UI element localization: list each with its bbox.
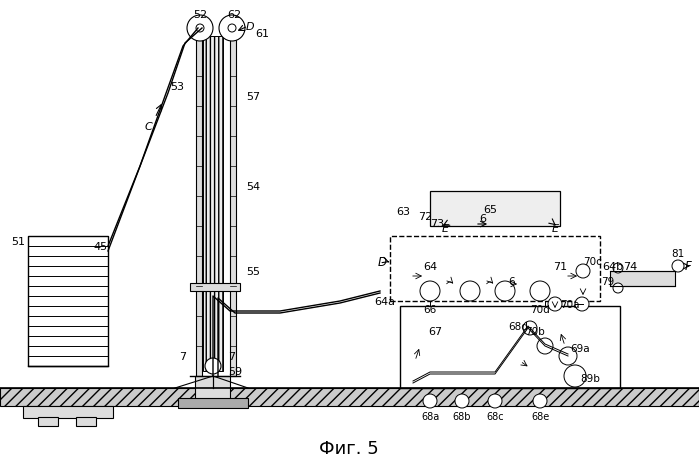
Text: 51: 51 <box>11 237 25 247</box>
Text: 74: 74 <box>623 261 637 271</box>
Text: 79: 79 <box>601 277 614 287</box>
Text: 59: 59 <box>228 366 242 376</box>
Circle shape <box>495 281 515 301</box>
Circle shape <box>537 338 553 354</box>
Circle shape <box>187 16 213 42</box>
Bar <box>38 417 58 426</box>
Bar <box>76 417 96 426</box>
Text: E: E <box>552 224 559 234</box>
Text: 68d: 68d <box>508 321 528 331</box>
Circle shape <box>460 281 480 301</box>
Text: 89b: 89b <box>580 373 600 383</box>
Text: 71: 71 <box>553 261 567 271</box>
Circle shape <box>613 263 623 273</box>
Text: 53: 53 <box>170 82 184 92</box>
Bar <box>203 37 223 371</box>
Text: E: E <box>442 224 449 234</box>
Circle shape <box>420 281 440 301</box>
Text: 57: 57 <box>246 92 260 102</box>
Circle shape <box>564 365 586 387</box>
Text: 45: 45 <box>93 241 107 251</box>
Text: 70b: 70b <box>525 327 545 336</box>
Circle shape <box>548 298 562 311</box>
Circle shape <box>672 260 684 272</box>
Circle shape <box>575 298 589 311</box>
Text: 61: 61 <box>255 29 269 39</box>
Text: 55: 55 <box>246 267 260 277</box>
Text: 6: 6 <box>480 214 487 224</box>
Text: Фиг. 5: Фиг. 5 <box>319 439 379 457</box>
Circle shape <box>488 394 502 408</box>
Bar <box>195 376 230 406</box>
Text: 6: 6 <box>509 277 515 287</box>
Text: 68c: 68c <box>487 411 504 421</box>
Bar <box>400 307 620 388</box>
Text: 66: 66 <box>424 304 437 314</box>
Text: 52: 52 <box>193 10 207 20</box>
Circle shape <box>423 394 437 408</box>
Text: 7: 7 <box>180 351 187 361</box>
Text: D: D <box>245 22 254 32</box>
Text: 67: 67 <box>428 327 442 336</box>
Bar <box>430 192 560 227</box>
Bar <box>230 37 236 376</box>
Text: 62: 62 <box>227 10 241 20</box>
Text: 73: 73 <box>430 218 444 228</box>
Bar <box>196 37 202 376</box>
Text: 72: 72 <box>418 211 432 221</box>
Text: 70a: 70a <box>561 299 579 309</box>
Bar <box>190 283 240 291</box>
Text: 63: 63 <box>396 207 410 217</box>
Bar <box>28 237 108 366</box>
Bar <box>23 406 113 418</box>
Text: 68e: 68e <box>531 411 549 421</box>
Text: 70c: 70c <box>584 257 603 267</box>
Text: 68a: 68a <box>421 411 439 421</box>
Text: 7: 7 <box>229 351 236 361</box>
Bar <box>390 237 600 301</box>
Text: F: F <box>685 260 692 273</box>
Text: 81: 81 <box>671 248 684 258</box>
Circle shape <box>530 281 550 301</box>
Text: 69a: 69a <box>570 343 590 353</box>
Circle shape <box>523 321 537 335</box>
Circle shape <box>228 25 236 33</box>
Circle shape <box>559 347 577 365</box>
Circle shape <box>219 16 245 42</box>
Text: 64: 64 <box>423 261 437 271</box>
Text: D: D <box>377 255 387 268</box>
Text: C: C <box>144 122 152 132</box>
Circle shape <box>576 265 590 278</box>
Text: 70d: 70d <box>530 304 550 314</box>
Circle shape <box>533 394 547 408</box>
Circle shape <box>455 394 469 408</box>
Text: 64b: 64b <box>602 261 623 271</box>
Circle shape <box>205 358 221 374</box>
Text: 68b: 68b <box>453 411 471 421</box>
Text: 65: 65 <box>483 205 497 215</box>
Text: 64a: 64a <box>375 297 396 307</box>
Bar <box>178 398 248 408</box>
Text: 54: 54 <box>246 182 260 192</box>
Circle shape <box>613 283 623 293</box>
Circle shape <box>196 25 204 33</box>
Bar <box>0 388 699 406</box>
Bar <box>610 271 675 287</box>
